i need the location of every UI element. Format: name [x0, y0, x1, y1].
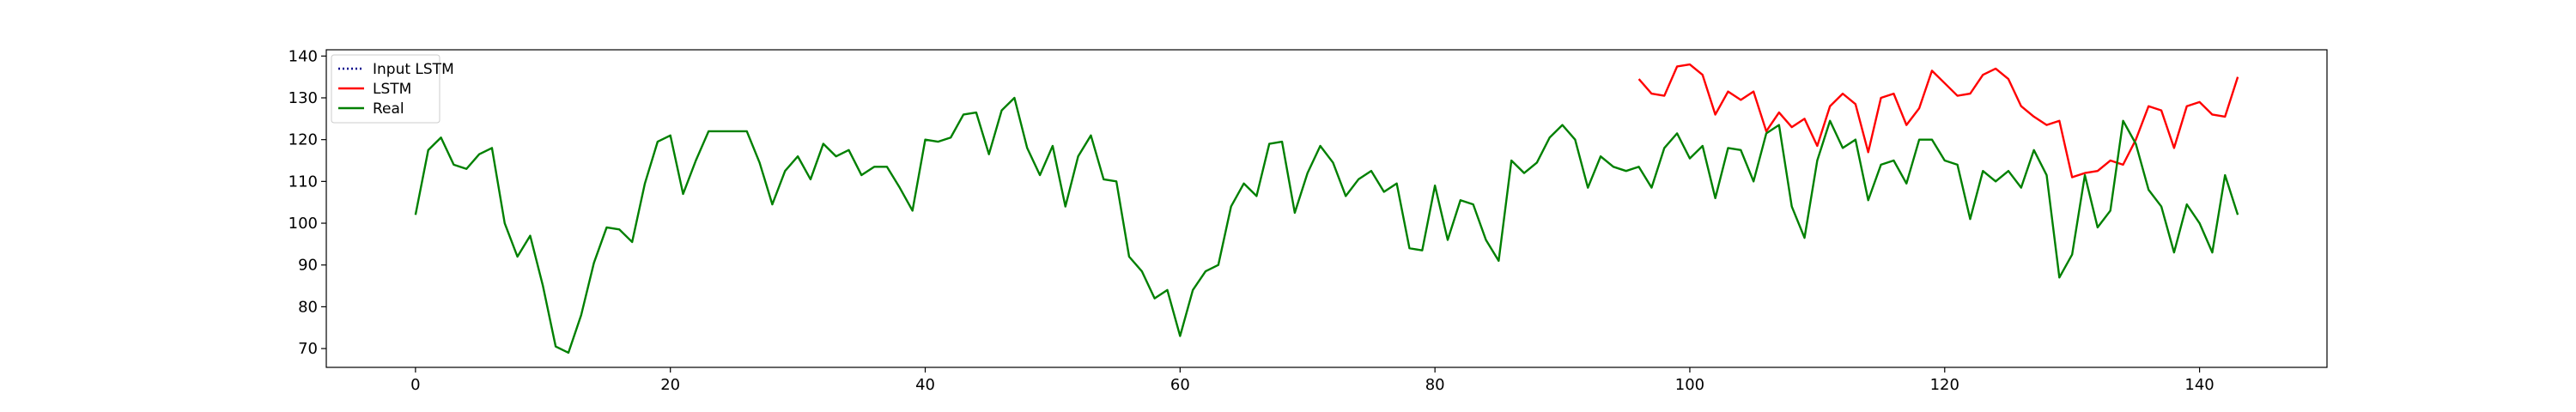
series-line-lstm	[1637, 63, 2239, 179]
x-tick-label: 0	[410, 376, 420, 394]
x-tick-label: 80	[1425, 376, 1445, 394]
y-tick-label: 110	[289, 173, 318, 191]
series-line-real	[414, 96, 2239, 354]
y-tick-label: 90	[298, 257, 318, 275]
y-tick-label: 120	[289, 131, 318, 149]
y-tick-label: 100	[289, 215, 318, 233]
y-tick-label: 140	[289, 47, 318, 65]
legend: Input LSTM LSTM Real	[331, 54, 454, 124]
legend-label: Real	[373, 100, 404, 118]
plot-frame	[325, 49, 2328, 368]
x-tick-label: 40	[915, 376, 935, 394]
x-tick-label: 120	[1930, 376, 1959, 394]
y-tick-label: 70	[298, 340, 318, 358]
x-tick-label: 20	[660, 376, 680, 394]
legend-label: Input LSTM	[373, 61, 454, 78]
y-axis: 70 80 90 100 110 120 130 140	[289, 47, 326, 358]
legend-label: LSTM	[373, 81, 411, 98]
legend-box	[331, 54, 440, 124]
y-tick-label: 130	[289, 89, 318, 107]
x-tick-label: 100	[1675, 376, 1704, 394]
x-tick-label: 140	[2184, 376, 2214, 394]
y-tick-label: 80	[298, 298, 318, 316]
series-layer	[414, 63, 2239, 354]
x-axis: 0 20 40 60 80 100 120 140	[410, 367, 2215, 394]
x-tick-label: 60	[1170, 376, 1190, 394]
